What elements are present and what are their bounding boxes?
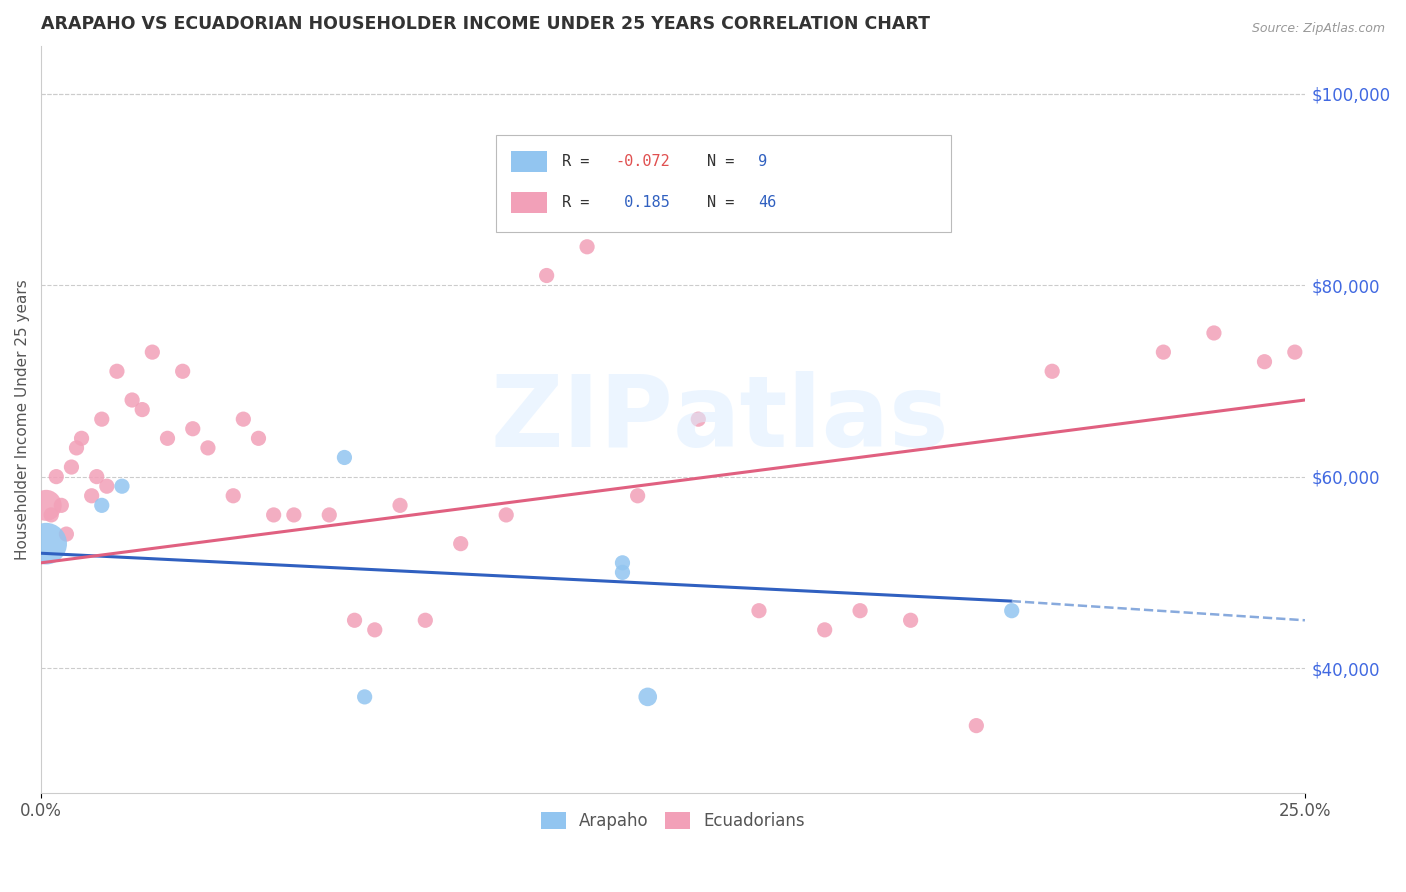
Point [1284,345,1306,359]
Point [181,422,204,436]
Point [318,508,340,522]
Text: R =: R = [562,154,599,169]
Point [51,499,73,513]
Text: 0.185: 0.185 [614,195,669,210]
Point [35,536,58,550]
Text: Source: ZipAtlas.com: Source: ZipAtlas.com [1251,22,1385,36]
Point [247,431,270,445]
Point [1202,326,1225,340]
Point [156,431,179,445]
Point [232,412,254,426]
Point [96,479,118,493]
Point [197,441,219,455]
Point [353,690,375,704]
Point [1152,345,1174,359]
Point [1040,364,1063,378]
Point [495,508,517,522]
Point [80,489,103,503]
Point [60,460,83,475]
Bar [512,192,547,213]
Point [111,479,134,493]
Point [364,623,387,637]
Y-axis label: Householder Income Under 25 years: Householder Income Under 25 years [15,279,30,559]
Point [900,613,922,627]
Point [612,566,634,580]
Point [39,508,62,522]
Point [121,392,143,407]
Point [612,556,634,570]
Text: R =: R = [562,195,599,210]
Point [637,690,659,704]
Point [965,718,987,732]
Point [141,345,163,359]
Legend: Arapaho, Ecuadorians: Arapaho, Ecuadorians [534,805,813,837]
Point [70,431,93,445]
Point [413,613,436,627]
Point [450,536,472,550]
Point [172,364,194,378]
Point [35,499,58,513]
Text: N =: N = [707,195,744,210]
Point [45,469,67,483]
Point [131,402,153,417]
Point [343,613,366,627]
Point [65,441,87,455]
Point [90,412,112,426]
Text: N =: N = [707,154,744,169]
Text: atlas: atlas [673,371,949,467]
Bar [512,151,547,172]
Point [536,268,558,283]
Point [86,469,108,483]
Text: ARAPAHO VS ECUADORIAN HOUSEHOLDER INCOME UNDER 25 YEARS CORRELATION CHART: ARAPAHO VS ECUADORIAN HOUSEHOLDER INCOME… [41,15,931,33]
Text: -0.072: -0.072 [614,154,669,169]
Point [849,604,872,618]
Text: ZIP: ZIP [491,371,673,467]
FancyBboxPatch shape [496,136,950,233]
Point [389,499,412,513]
Point [283,508,305,522]
Point [105,364,128,378]
Point [55,527,77,541]
Point [688,412,710,426]
Point [748,604,770,618]
Point [333,450,356,465]
Point [90,499,112,513]
Point [627,489,650,503]
Text: 46: 46 [758,195,776,210]
Point [1001,604,1024,618]
Point [814,623,837,637]
Point [263,508,285,522]
Text: 9: 9 [758,154,766,169]
Point [1253,354,1275,368]
Point [576,240,599,254]
Point [222,489,245,503]
